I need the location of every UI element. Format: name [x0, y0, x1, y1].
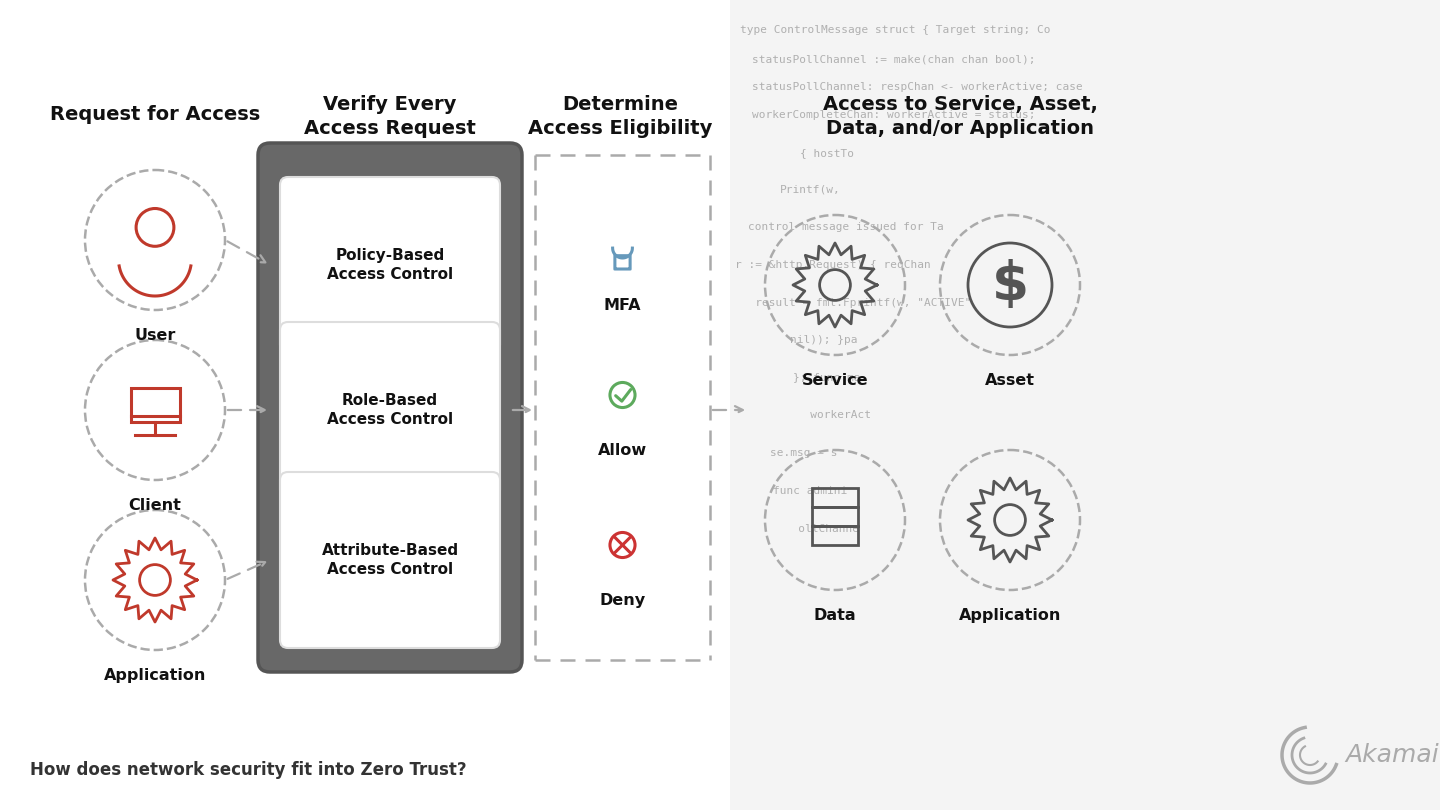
Text: statusPollChannel: respChan <- workerActive; case: statusPollChannel: respChan <- workerAct… — [724, 82, 1083, 92]
Text: Client: Client — [128, 498, 181, 513]
Text: Allow: Allow — [598, 443, 647, 458]
Text: Service: Service — [802, 373, 868, 388]
Text: Akamai: Akamai — [1345, 743, 1439, 767]
FancyBboxPatch shape — [279, 177, 500, 353]
Text: Policy-Based
Access Control: Policy-Based Access Control — [327, 248, 454, 282]
Text: Data: Data — [814, 608, 857, 623]
Text: func admini: func admini — [773, 486, 847, 496]
Text: Determine
Access Eligibility: Determine Access Eligibility — [528, 95, 713, 139]
FancyBboxPatch shape — [258, 143, 521, 672]
Text: MFA: MFA — [603, 298, 641, 313]
Text: r := &http.Request) { reqChan: r := &http.Request) { reqChan — [734, 260, 930, 270]
Bar — [730, 0, 1440, 810]
Text: Printf(w,: Printf(w, — [780, 185, 841, 195]
Text: }; func ma: }; func ma — [793, 372, 861, 382]
Text: result = fmt.Fprintf(w, "ACTIVE": result = fmt.Fprintf(w, "ACTIVE" — [734, 298, 971, 308]
Text: User: User — [134, 328, 176, 343]
Text: Access to Service, Asset,
Data, and/or Application: Access to Service, Asset, Data, and/or A… — [822, 95, 1097, 139]
Text: statusPollChannel := make(chan chan bool);: statusPollChannel := make(chan chan bool… — [724, 55, 1035, 65]
Text: How does network security fit into Zero Trust?: How does network security fit into Zero … — [30, 761, 467, 779]
Text: Application: Application — [104, 668, 206, 683]
Text: workerCompleteChan: workerActive = status;: workerCompleteChan: workerActive = statu… — [724, 110, 1035, 120]
Text: Deny: Deny — [599, 593, 645, 608]
Text: Request for Access: Request for Access — [50, 105, 261, 124]
Text: Verify Every
Access Request: Verify Every Access Request — [304, 95, 477, 139]
FancyBboxPatch shape — [279, 322, 500, 498]
Text: se.msg = s: se.msg = s — [770, 448, 838, 458]
Text: nil)); }pa: nil)); }pa — [791, 335, 857, 345]
Text: control message issued for Ta: control message issued for Ta — [747, 222, 943, 232]
Text: Attribute-Based
Access Control: Attribute-Based Access Control — [321, 543, 458, 577]
FancyBboxPatch shape — [279, 472, 500, 648]
Text: $: $ — [991, 259, 1028, 311]
Text: Application: Application — [959, 608, 1061, 623]
Text: ollChanne: ollChanne — [778, 524, 860, 534]
Text: workerAct: workerAct — [791, 410, 871, 420]
Text: Asset: Asset — [985, 373, 1035, 388]
Text: type ControlMessage struct { Target string; Co: type ControlMessage struct { Target stri… — [740, 25, 1051, 35]
Text: { hostTo: { hostTo — [801, 148, 854, 158]
Text: Role-Based
Access Control: Role-Based Access Control — [327, 393, 454, 427]
